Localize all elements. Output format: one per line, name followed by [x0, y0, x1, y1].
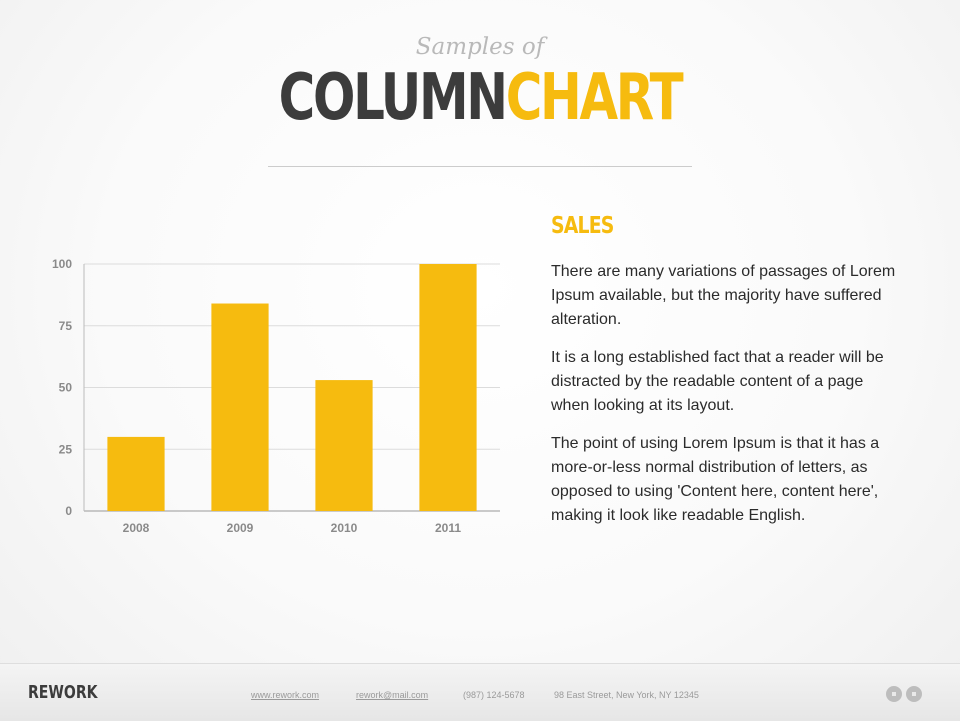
footer-brand: REWORK [28, 682, 98, 703]
chart-bars [107, 264, 477, 511]
x-tick-label: 2008 [123, 521, 150, 535]
bar-2011 [419, 264, 477, 511]
sales-heading: SALES [551, 213, 614, 239]
footer-website-link[interactable]: www.rework.com [251, 690, 320, 700]
footer-bar: REWORK www.rework.com rework@mail.com (9… [0, 663, 960, 721]
sales-paragraph-3: The point of using Lorem Ipsum is that i… [551, 435, 880, 524]
title-divider [268, 166, 692, 167]
sales-paragraph-1: There are many variations of passages of… [551, 263, 896, 328]
bar-2010 [315, 380, 373, 511]
slide-subtitle: Samples of [415, 34, 545, 60]
title-accent-part: CHART [505, 61, 684, 135]
bar-2008 [107, 436, 165, 511]
chart-x-tick-labels: 2008 2009 2010 2011 [123, 521, 462, 535]
bar-2009 [211, 303, 269, 511]
x-tick-label: 2010 [331, 521, 358, 535]
x-tick-label: 2011 [435, 521, 461, 535]
y-tick-label: 75 [59, 319, 73, 333]
slide-title: COLUMNCHART [106, 58, 855, 138]
x-tick-label: 2009 [227, 521, 254, 535]
title-dark-part: COLUMN [278, 61, 508, 135]
column-chart: 0 25 50 75 100 2008 2009 2010 2011 [52, 257, 500, 535]
y-tick-label: 50 [59, 381, 73, 395]
y-tick-label: 0 [65, 504, 72, 518]
footer-address: 98 East Street, New York, NY 12345 [554, 690, 699, 700]
sales-paragraph-2: It is a long established fact that a rea… [551, 349, 884, 414]
footer-phone: (987) 124-5678 [463, 690, 525, 700]
y-tick-label: 100 [52, 257, 72, 271]
y-tick-label: 25 [59, 442, 73, 456]
footer-email-link[interactable]: rework@mail.com [356, 690, 429, 700]
brand-logo-icon [886, 686, 922, 702]
chart-y-tick-labels: 0 25 50 75 100 [52, 257, 72, 518]
